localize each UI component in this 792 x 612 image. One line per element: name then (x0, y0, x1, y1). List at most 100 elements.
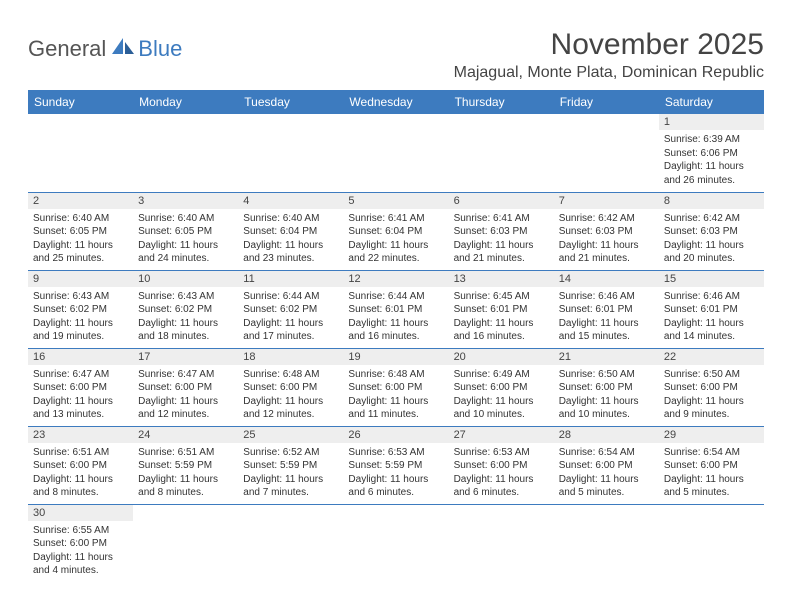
day-details: Sunrise: 6:53 AMSunset: 5:59 PMDaylight:… (343, 443, 448, 504)
day-details: Sunrise: 6:48 AMSunset: 6:00 PMDaylight:… (343, 365, 448, 426)
day-number: 18 (238, 349, 343, 365)
calendar-row: 30Sunrise: 6:55 AMSunset: 6:00 PMDayligh… (28, 504, 764, 582)
day-number: 30 (28, 505, 133, 521)
day-details: Sunrise: 6:46 AMSunset: 6:01 PMDaylight:… (554, 287, 659, 348)
weekday-header: Wednesday (343, 90, 448, 114)
weekday-header-row: Sunday Monday Tuesday Wednesday Thursday… (28, 90, 764, 114)
day-number: 16 (28, 349, 133, 365)
calendar-cell: 29Sunrise: 6:54 AMSunset: 6:00 PMDayligh… (659, 426, 764, 504)
day-number: 8 (659, 193, 764, 209)
calendar-cell (133, 114, 238, 192)
sail-icon (110, 36, 136, 62)
calendar-cell: 15Sunrise: 6:46 AMSunset: 6:01 PMDayligh… (659, 270, 764, 348)
day-details: Sunrise: 6:46 AMSunset: 6:01 PMDaylight:… (659, 287, 764, 348)
day-number: 20 (449, 349, 554, 365)
day-number: 28 (554, 427, 659, 443)
day-details: Sunrise: 6:47 AMSunset: 6:00 PMDaylight:… (133, 365, 238, 426)
calendar-table: Sunday Monday Tuesday Wednesday Thursday… (28, 90, 764, 582)
day-number: 6 (449, 193, 554, 209)
calendar-cell: 16Sunrise: 6:47 AMSunset: 6:00 PMDayligh… (28, 348, 133, 426)
calendar-row: 23Sunrise: 6:51 AMSunset: 6:00 PMDayligh… (28, 426, 764, 504)
calendar-cell: 19Sunrise: 6:48 AMSunset: 6:00 PMDayligh… (343, 348, 448, 426)
day-number: 12 (343, 271, 448, 287)
logo: General Blue (28, 28, 182, 62)
day-number: 9 (28, 271, 133, 287)
day-details: Sunrise: 6:50 AMSunset: 6:00 PMDaylight:… (659, 365, 764, 426)
day-details: Sunrise: 6:51 AMSunset: 6:00 PMDaylight:… (28, 443, 133, 504)
day-details: Sunrise: 6:51 AMSunset: 5:59 PMDaylight:… (133, 443, 238, 504)
weekday-header: Tuesday (238, 90, 343, 114)
day-number: 17 (133, 349, 238, 365)
day-number: 1 (659, 114, 764, 130)
calendar-cell (554, 114, 659, 192)
calendar-body: 1Sunrise: 6:39 AMSunset: 6:06 PMDaylight… (28, 114, 764, 582)
day-number: 24 (133, 427, 238, 443)
calendar-cell: 20Sunrise: 6:49 AMSunset: 6:00 PMDayligh… (449, 348, 554, 426)
calendar-row: 2Sunrise: 6:40 AMSunset: 6:05 PMDaylight… (28, 192, 764, 270)
day-number: 14 (554, 271, 659, 287)
day-details: Sunrise: 6:42 AMSunset: 6:03 PMDaylight:… (659, 209, 764, 270)
calendar-cell: 22Sunrise: 6:50 AMSunset: 6:00 PMDayligh… (659, 348, 764, 426)
calendar-cell: 1Sunrise: 6:39 AMSunset: 6:06 PMDaylight… (659, 114, 764, 192)
calendar-cell: 28Sunrise: 6:54 AMSunset: 6:00 PMDayligh… (554, 426, 659, 504)
title-block: November 2025 Majagual, Monte Plata, Dom… (454, 28, 764, 82)
day-details: Sunrise: 6:50 AMSunset: 6:00 PMDaylight:… (554, 365, 659, 426)
day-details: Sunrise: 6:44 AMSunset: 6:02 PMDaylight:… (238, 287, 343, 348)
day-details: Sunrise: 6:41 AMSunset: 6:03 PMDaylight:… (449, 209, 554, 270)
calendar-cell (659, 504, 764, 582)
day-details: Sunrise: 6:53 AMSunset: 6:00 PMDaylight:… (449, 443, 554, 504)
day-details: Sunrise: 6:41 AMSunset: 6:04 PMDaylight:… (343, 209, 448, 270)
logo-word2: Blue (138, 36, 182, 62)
day-number: 3 (133, 193, 238, 209)
weekday-header: Thursday (449, 90, 554, 114)
calendar-cell (238, 504, 343, 582)
calendar-cell: 26Sunrise: 6:53 AMSunset: 5:59 PMDayligh… (343, 426, 448, 504)
weekday-header: Saturday (659, 90, 764, 114)
calendar-cell: 9Sunrise: 6:43 AMSunset: 6:02 PMDaylight… (28, 270, 133, 348)
calendar-cell: 18Sunrise: 6:48 AMSunset: 6:00 PMDayligh… (238, 348, 343, 426)
day-number: 23 (28, 427, 133, 443)
weekday-header: Sunday (28, 90, 133, 114)
calendar-cell: 24Sunrise: 6:51 AMSunset: 5:59 PMDayligh… (133, 426, 238, 504)
calendar-cell (343, 114, 448, 192)
calendar-cell: 2Sunrise: 6:40 AMSunset: 6:05 PMDaylight… (28, 192, 133, 270)
day-number: 27 (449, 427, 554, 443)
day-details: Sunrise: 6:54 AMSunset: 6:00 PMDaylight:… (659, 443, 764, 504)
month-title: November 2025 (454, 28, 764, 62)
day-number: 2 (28, 193, 133, 209)
day-number: 25 (238, 427, 343, 443)
day-details: Sunrise: 6:52 AMSunset: 5:59 PMDaylight:… (238, 443, 343, 504)
weekday-header: Friday (554, 90, 659, 114)
calendar-cell: 30Sunrise: 6:55 AMSunset: 6:00 PMDayligh… (28, 504, 133, 582)
logo-word1: General (28, 36, 106, 62)
calendar-row: 16Sunrise: 6:47 AMSunset: 6:00 PMDayligh… (28, 348, 764, 426)
calendar-cell (28, 114, 133, 192)
calendar-cell: 27Sunrise: 6:53 AMSunset: 6:00 PMDayligh… (449, 426, 554, 504)
day-details: Sunrise: 6:43 AMSunset: 6:02 PMDaylight:… (133, 287, 238, 348)
day-number: 5 (343, 193, 448, 209)
day-number: 7 (554, 193, 659, 209)
calendar-cell: 25Sunrise: 6:52 AMSunset: 5:59 PMDayligh… (238, 426, 343, 504)
day-details: Sunrise: 6:45 AMSunset: 6:01 PMDaylight:… (449, 287, 554, 348)
calendar-cell: 13Sunrise: 6:45 AMSunset: 6:01 PMDayligh… (449, 270, 554, 348)
header: General Blue November 2025 Majagual, Mon… (28, 28, 764, 82)
calendar-cell: 6Sunrise: 6:41 AMSunset: 6:03 PMDaylight… (449, 192, 554, 270)
day-details: Sunrise: 6:55 AMSunset: 6:00 PMDaylight:… (28, 521, 133, 582)
calendar-cell: 5Sunrise: 6:41 AMSunset: 6:04 PMDaylight… (343, 192, 448, 270)
day-number: 4 (238, 193, 343, 209)
calendar-cell (449, 504, 554, 582)
calendar-cell (554, 504, 659, 582)
day-number: 21 (554, 349, 659, 365)
day-details: Sunrise: 6:54 AMSunset: 6:00 PMDaylight:… (554, 443, 659, 504)
calendar-cell: 17Sunrise: 6:47 AMSunset: 6:00 PMDayligh… (133, 348, 238, 426)
day-number: 19 (343, 349, 448, 365)
calendar-cell: 10Sunrise: 6:43 AMSunset: 6:02 PMDayligh… (133, 270, 238, 348)
day-number: 15 (659, 271, 764, 287)
calendar-cell: 12Sunrise: 6:44 AMSunset: 6:01 PMDayligh… (343, 270, 448, 348)
calendar-cell (238, 114, 343, 192)
day-details: Sunrise: 6:43 AMSunset: 6:02 PMDaylight:… (28, 287, 133, 348)
day-details: Sunrise: 6:40 AMSunset: 6:05 PMDaylight:… (28, 209, 133, 270)
calendar-cell (449, 114, 554, 192)
calendar-cell: 4Sunrise: 6:40 AMSunset: 6:04 PMDaylight… (238, 192, 343, 270)
day-details: Sunrise: 6:44 AMSunset: 6:01 PMDaylight:… (343, 287, 448, 348)
